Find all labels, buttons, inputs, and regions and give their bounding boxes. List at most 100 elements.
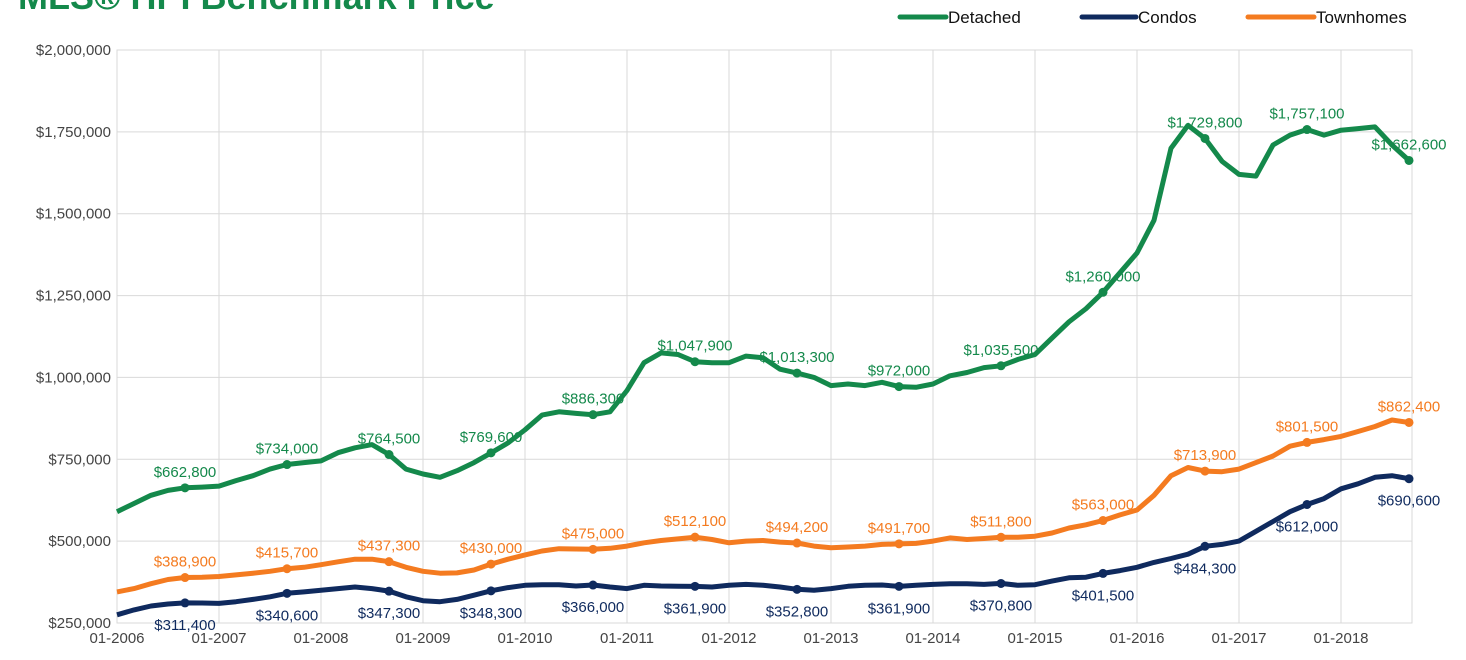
y-tick-label: $500,000 <box>48 533 111 550</box>
legend-label: Detached <box>948 8 1021 27</box>
legend-label: Townhomes <box>1316 8 1407 27</box>
data-point <box>690 581 700 591</box>
y-tick-label: $1,250,000 <box>36 288 111 305</box>
data-label: $494,200 <box>766 519 829 536</box>
plot-border <box>116 49 1413 624</box>
x-tick-label: 01-2013 <box>803 630 858 647</box>
x-tick-label: 01-2017 <box>1211 630 1266 647</box>
data-point <box>282 588 292 598</box>
x-tick-label: 01-2011 <box>600 630 654 647</box>
data-label: $1,260,000 <box>1065 268 1140 285</box>
y-tick-label: $1,000,000 <box>36 369 111 386</box>
data-label: $1,035,500 <box>963 342 1038 359</box>
data-point <box>690 357 700 367</box>
data-label: $1,013,300 <box>759 349 834 366</box>
data-label: $886,300 <box>562 391 625 408</box>
x-tick-label: 01-2015 <box>1007 630 1062 647</box>
data-label: $769,600 <box>460 429 523 446</box>
data-label: $340,600 <box>256 607 319 624</box>
data-label: $690,600 <box>1378 493 1441 510</box>
y-tick-label: $1,500,000 <box>36 206 111 223</box>
legend-label: Condos <box>1138 8 1197 27</box>
data-point <box>384 450 394 460</box>
data-point <box>180 573 190 583</box>
x-tick-label: 01-2016 <box>1109 630 1164 647</box>
x-tick-label: 01-2006 <box>89 630 144 647</box>
data-point <box>180 483 190 493</box>
data-point <box>1404 417 1414 427</box>
data-point <box>1302 437 1312 447</box>
data-point <box>996 361 1006 371</box>
data-point <box>486 559 496 569</box>
data-label: $1,047,900 <box>657 338 732 355</box>
data-point <box>894 539 904 549</box>
data-label: $370,800 <box>970 597 1033 614</box>
data-point <box>486 448 496 458</box>
data-label: $563,000 <box>1072 497 1135 514</box>
y-tick-label: $1,750,000 <box>36 124 111 141</box>
data-point <box>1404 474 1414 484</box>
chart-title: MLS® HPI Benchmark Price <box>18 0 495 17</box>
data-point <box>996 532 1006 542</box>
data-point <box>792 538 802 548</box>
data-label: $801,500 <box>1276 418 1339 435</box>
data-label: $1,729,800 <box>1167 114 1242 131</box>
data-label: $734,000 <box>256 441 319 458</box>
data-point <box>180 598 190 608</box>
data-point <box>792 368 802 378</box>
data-point <box>996 578 1006 588</box>
data-label: $1,662,600 <box>1371 136 1446 153</box>
data-label: $415,700 <box>256 545 319 562</box>
data-point <box>1098 287 1108 297</box>
data-label: $366,000 <box>562 599 625 616</box>
data-label: $764,500 <box>358 431 421 448</box>
data-point <box>1200 466 1210 476</box>
data-label: $437,300 <box>358 538 421 555</box>
data-point <box>588 410 598 420</box>
data-label: $491,700 <box>868 520 931 537</box>
data-point <box>1302 125 1312 135</box>
data-point <box>1098 516 1108 526</box>
data-label: $612,000 <box>1276 518 1339 535</box>
series-line <box>115 122 1411 514</box>
x-tick-label: 01-2007 <box>191 630 246 647</box>
data-point <box>588 580 598 590</box>
data-point <box>282 564 292 574</box>
data-label: $862,400 <box>1378 398 1441 415</box>
data-point <box>486 586 496 596</box>
x-tick-label: 01-2012 <box>701 630 756 647</box>
data-point <box>384 557 394 567</box>
data-point <box>588 544 598 554</box>
data-point <box>894 382 904 392</box>
series-line <box>116 417 1410 595</box>
series-line <box>116 473 1410 618</box>
data-point <box>690 532 700 542</box>
data-label: $484,300 <box>1174 560 1237 577</box>
data-label: $511,800 <box>970 513 1031 530</box>
data-point <box>1302 499 1312 509</box>
data-point <box>282 460 292 470</box>
data-point <box>792 584 802 594</box>
x-tick-label: 01-2009 <box>395 630 450 647</box>
x-tick-label: 01-2014 <box>905 630 960 647</box>
data-label: $311,400 <box>154 617 215 634</box>
data-label: $347,300 <box>358 605 421 622</box>
y-tick-label: $250,000 <box>48 615 111 632</box>
x-tick-label: 01-2018 <box>1313 630 1368 647</box>
data-label: $972,000 <box>868 363 931 380</box>
data-point <box>1098 568 1108 578</box>
data-point <box>1200 133 1210 143</box>
data-point <box>1200 541 1210 551</box>
data-label: $388,900 <box>154 554 217 571</box>
y-tick-label: $2,000,000 <box>36 42 111 59</box>
data-label: $361,900 <box>868 600 931 617</box>
data-label: $662,800 <box>154 464 217 481</box>
data-label: $361,900 <box>664 600 727 617</box>
data-point <box>894 581 904 591</box>
x-tick-label: 01-2008 <box>293 630 348 647</box>
data-label: $348,300 <box>460 605 523 622</box>
y-tick-label: $750,000 <box>48 451 111 468</box>
data-label: $512,100 <box>664 513 727 530</box>
x-tick-label: 01-2010 <box>497 630 552 647</box>
